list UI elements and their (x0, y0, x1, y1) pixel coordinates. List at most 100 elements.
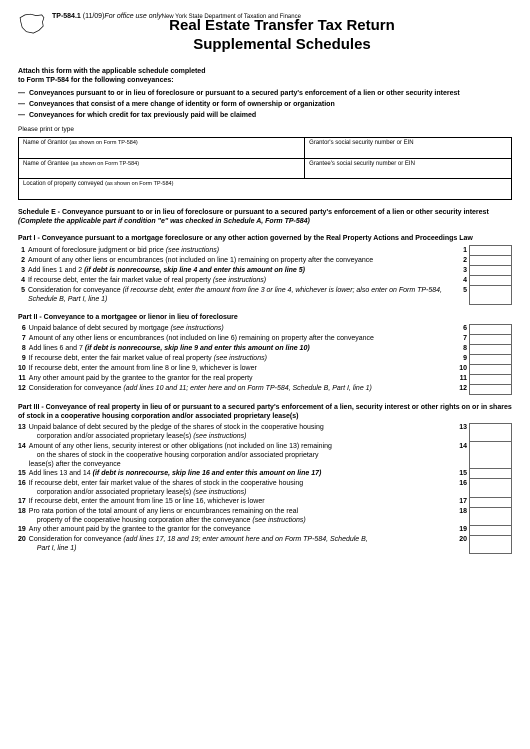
line-text: Consideration for conveyance (if recours… (28, 286, 458, 304)
t2: Part I, line 1) (29, 544, 454, 553)
label-tiny: (as shown on Form TP-584) (69, 140, 137, 146)
ti: (see instructions) (193, 489, 246, 496)
line-text: Add lines 6 and 7 (if debt is nonrecours… (29, 344, 458, 354)
ti: (see instructions) (252, 517, 305, 524)
box-row: Name of Grantee (as shown on Form TP-584… (19, 159, 511, 180)
t: If recourse debt, enter the fair market … (28, 277, 211, 284)
amount-field[interactable] (470, 497, 512, 507)
amount-field[interactable] (470, 266, 512, 276)
tb: (if debt is nonrecourse, skip line 9 and… (85, 345, 310, 352)
line-row: 5Consideration for conveyance (if recour… (18, 286, 512, 304)
line-text: If recourse debt, enter the fair market … (28, 276, 458, 286)
amount-field[interactable] (470, 344, 512, 354)
dash-list: —Conveyances pursuant to or in lieu of f… (18, 89, 512, 120)
dash-icon: — (18, 89, 25, 98)
office-use: For office use only (104, 13, 161, 20)
location-cell[interactable]: Location of property conveyed (as shown … (19, 179, 511, 199)
grantor-ssn-cell[interactable]: Grantor's social security number or EIN (305, 138, 511, 158)
line-row: 16If recourse debt, enter fair market va… (18, 479, 512, 497)
line-text: Consideration for conveyance (add lines … (29, 535, 458, 553)
line-num: 12 (18, 384, 29, 394)
attach-line1: Attach this form with the applicable sch… (18, 67, 512, 76)
amount-field[interactable] (470, 364, 512, 374)
amount-field[interactable] (470, 276, 512, 286)
dash-item: —Conveyances for which credit for tax pr… (18, 111, 512, 120)
amount-field[interactable] (470, 507, 512, 525)
amount-field[interactable] (470, 479, 512, 497)
ti: (add lines 10 and 11; enter here and on … (123, 385, 372, 392)
right-num: 4 (458, 276, 470, 286)
amount-field[interactable] (470, 423, 512, 441)
main-subtitle: Supplemental Schedules (52, 35, 512, 55)
line-row: 12Consideration for conveyance (add line… (18, 384, 512, 394)
dash-icon: — (18, 100, 25, 109)
right-num: 12 (458, 384, 470, 394)
ti: (see instructions) (214, 355, 267, 362)
amount-field[interactable] (470, 525, 512, 535)
ti: (see instructions) (166, 247, 219, 254)
line-text: If recourse debt, enter the fair market … (29, 354, 458, 364)
label-tiny: (as shown on Form TP-584) (105, 181, 173, 187)
amount-field[interactable] (470, 384, 512, 394)
right-num: 2 (458, 256, 470, 266)
amount-field[interactable] (470, 469, 512, 479)
line-row: 17If recourse debt, enter the amount fro… (18, 497, 512, 507)
amount-field[interactable] (470, 354, 512, 364)
line-text: Amount of any other liens or encumbrance… (29, 334, 458, 344)
line-row: 19Any other amount paid by the grantee t… (18, 525, 512, 535)
label: Grantor's social security number or EIN (309, 140, 414, 146)
line-num: 4 (18, 276, 28, 286)
t2: on the shares of stock in the cooperativ… (29, 451, 454, 460)
line-text: Add lines 1 and 2 (if debt is nonrecours… (28, 266, 458, 276)
line-num: 2 (18, 256, 28, 266)
amount-field[interactable] (470, 286, 512, 304)
right-num: 7 (458, 334, 470, 344)
part2-head: Part II - Conveyance to a mortgagee or l… (18, 313, 512, 322)
t: Unpaid balance of debt secured by mortga… (29, 325, 169, 332)
line-text: Consideration for conveyance (add lines … (29, 384, 458, 394)
right-num: 10 (458, 364, 470, 374)
line-text: If recourse debt, enter fair market valu… (29, 479, 458, 497)
ti: (see instructions) (213, 277, 266, 284)
amount-field[interactable] (470, 535, 512, 553)
line-num: 11 (18, 374, 29, 384)
line-num: 7 (18, 334, 29, 344)
right-num: 6 (458, 324, 470, 334)
grantee-ssn-cell[interactable]: Grantee's social security number or EIN (305, 159, 511, 179)
ti: (see instructions) (193, 433, 246, 440)
amount-field[interactable] (470, 442, 512, 469)
amount-field[interactable] (470, 256, 512, 266)
line-row: 9If recourse debt, enter the fair market… (18, 354, 512, 364)
t: Add lines 1 and 2 (28, 267, 82, 274)
line-row: 13Unpaid balance of debt secured by the … (18, 423, 512, 441)
line-num: 14 (18, 442, 29, 469)
label: Name of Grantee (23, 161, 69, 167)
grantor-name-cell[interactable]: Name of Grantor (as shown on Form TP-584… (19, 138, 305, 158)
line-text: Unpaid balance of debt secured by mortga… (29, 324, 458, 334)
line-row: 4If recourse debt, enter the fair market… (18, 276, 512, 286)
line-num: 3 (18, 266, 28, 276)
box-row: Location of property conveyed (as shown … (19, 179, 511, 199)
t: Add lines 13 and 14 (29, 470, 91, 477)
schedule-e-heading: Schedule E - Conveyance pursuant to or i… (18, 208, 512, 226)
amount-field[interactable] (470, 324, 512, 334)
line-row: 18Pro rata portion of the total amount o… (18, 507, 512, 525)
right-num: 5 (458, 286, 470, 304)
please-print: Please print or type (18, 126, 512, 134)
form-id: TP-584.1 (52, 13, 81, 20)
line-num: 17 (18, 497, 29, 507)
right-num: 15 (458, 469, 470, 479)
amount-field[interactable] (470, 334, 512, 344)
right-num: 13 (458, 423, 470, 441)
grantee-name-cell[interactable]: Name of Grantee (as shown on Form TP-584… (19, 159, 305, 179)
line-text: Pro rata portion of the total amount of … (29, 507, 458, 525)
line-text: Any other amount paid by the grantee to … (29, 374, 458, 384)
line-row: 2Amount of any other liens or encumbranc… (18, 256, 512, 266)
line-row: 14Amount of any other liens, security in… (18, 442, 512, 469)
ti: (add lines 17, 18 and 19; enter amount h… (123, 536, 367, 543)
amount-field[interactable] (470, 374, 512, 384)
line-text: Amount of any other liens, security inte… (29, 442, 458, 469)
sched-e-lead: Schedule E - Conveyance pursuant to or i… (18, 209, 489, 216)
amount-field[interactable] (470, 246, 512, 256)
right-num: 19 (458, 525, 470, 535)
